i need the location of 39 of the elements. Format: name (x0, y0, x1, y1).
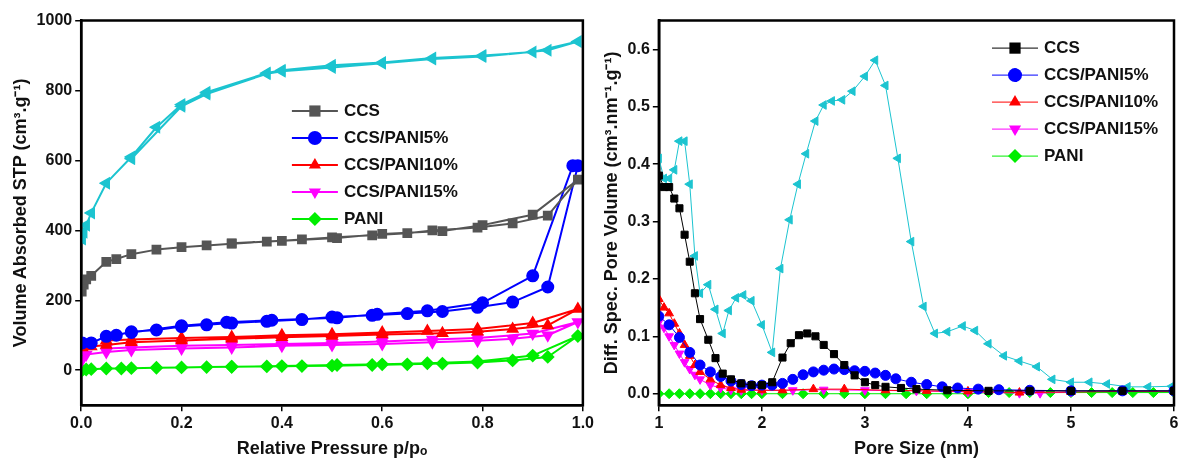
y-tick-label: 0.2 (627, 269, 650, 287)
legend-label: CCS (1044, 37, 1080, 57)
x-tick-label: 3 (860, 414, 870, 432)
y-tick-label: 600 (45, 150, 73, 168)
x-tick-label: 0.0 (70, 414, 93, 432)
y-tick-label: 0.1 (627, 326, 650, 344)
x-tick-label: 2 (757, 414, 767, 432)
x-tick-label: 0.4 (270, 414, 294, 432)
y-tick-label: 0.3 (627, 211, 650, 229)
legend-label: CCS/PANI15% (1044, 118, 1159, 138)
y-tick-label: 1000 (36, 11, 73, 29)
y-tick-label: 800 (45, 80, 73, 98)
legend-label: CCS/PANI15% (343, 181, 458, 201)
legend-label: CCS/PANI5% (343, 127, 449, 147)
legend-label: CCS (343, 100, 380, 120)
y-tick-label: 0 (63, 360, 73, 378)
x-axis-title: Relative Pressure p/pₒ (236, 438, 428, 459)
x-tick-label: 5 (1066, 414, 1076, 432)
y-tick-label: 0.4 (627, 154, 650, 172)
x-tick-label: 4 (963, 414, 973, 432)
x-tick-label: 6 (1169, 414, 1179, 432)
y-tick-label: 200 (45, 290, 73, 308)
legend-label: PANI (343, 208, 384, 228)
legend-label: CCS/PANI10% (1044, 91, 1159, 111)
x-axis-title: Pore Size (nm) (853, 438, 979, 459)
y-axis-title: Diff. Spec. Pore Volume (cm³.nm⁻¹.g⁻¹) (600, 51, 621, 375)
x-tick-label: 0.8 (471, 414, 494, 432)
y-tick-label: 0.6 (627, 39, 650, 57)
y-tick-label: 400 (45, 220, 73, 238)
y-axis-title: Volume Absorbed STP (cm³.g⁻¹) (9, 78, 30, 348)
y-tick-label: 0.0 (627, 384, 650, 402)
legend-label: PANI (1044, 145, 1084, 165)
legend-label: CCS/PANI10% (343, 154, 458, 174)
y-tick-label: 0.5 (627, 97, 650, 115)
x-tick-label: 1 (654, 414, 664, 432)
x-tick-label: 1.0 (571, 414, 595, 432)
legend-label: CCS/PANI5% (1044, 64, 1149, 84)
x-tick-label: 0.6 (371, 414, 394, 432)
x-tick-label: 0.2 (170, 414, 193, 432)
